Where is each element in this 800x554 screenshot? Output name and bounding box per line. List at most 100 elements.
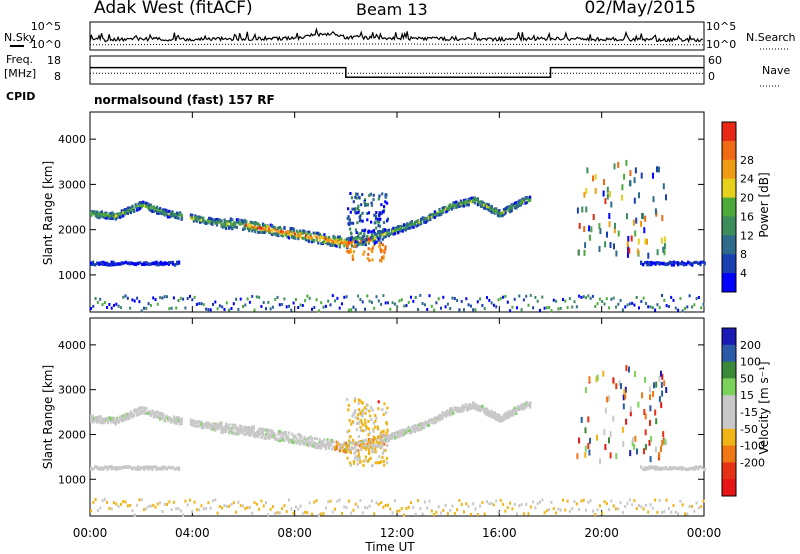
velocity-echo-cell xyxy=(189,418,192,422)
velocity-echo-cell xyxy=(524,402,527,406)
date-title: 02/May/2015 xyxy=(584,0,697,18)
velocity-echo-cell xyxy=(386,444,389,447)
power-echo-cell xyxy=(162,208,165,212)
velocity-echo-cell xyxy=(447,410,450,414)
power-echo-cell xyxy=(466,203,469,207)
velocity-echo-cell xyxy=(697,467,700,471)
velocity-echo-cell xyxy=(277,432,280,436)
power-echo-cell xyxy=(103,301,106,304)
velocity-echo-cell xyxy=(584,387,587,393)
velocity-echo-cell xyxy=(662,431,665,438)
velocity-echo-cell xyxy=(248,506,251,509)
power-echo-cell xyxy=(347,238,350,242)
power-echo-cell xyxy=(583,226,586,232)
velocity-echo-cell xyxy=(661,440,664,447)
velocity-echo-cell xyxy=(398,429,401,433)
power-echo-cell xyxy=(252,226,255,229)
velocity-echo-cell xyxy=(368,451,371,455)
velocity-echo-cell xyxy=(346,446,349,450)
power-echo-cell xyxy=(274,228,277,232)
velocity-echo-cell xyxy=(314,445,317,449)
power-echo-cell xyxy=(391,301,394,305)
velocity-echo-cell xyxy=(626,502,629,505)
power-echo-cell xyxy=(254,224,257,228)
velocity-echo-cell xyxy=(372,444,375,447)
power-ylabel: Slant Range [km] xyxy=(41,161,55,265)
power-echo-cell xyxy=(440,210,443,213)
velocity-echo-cell xyxy=(335,444,338,448)
power-echo-cell xyxy=(541,295,544,299)
power-echo-cell xyxy=(375,295,378,299)
velocity-echo-cell xyxy=(393,436,397,440)
velocity-echo-cell xyxy=(246,426,249,430)
power-echo-cell xyxy=(663,298,666,302)
velocity-echo-cell xyxy=(386,428,389,432)
velocity-echo-cell xyxy=(238,427,242,430)
velocity-echo-cell xyxy=(367,445,370,449)
power-echo-cell xyxy=(349,231,353,235)
velocity-echo-cell xyxy=(486,407,489,411)
velocity-echo-cell xyxy=(347,446,351,450)
power-echo-cell xyxy=(91,211,94,215)
power-echo-cell xyxy=(386,233,389,237)
power-echo-cell xyxy=(519,201,522,205)
velocity-echo-cell xyxy=(189,420,192,424)
velocity-echo-cell xyxy=(355,442,358,446)
velocity-echo-cell xyxy=(203,422,206,426)
power-echo-cell xyxy=(249,223,252,227)
power-echo-cell xyxy=(663,249,666,256)
power-echo-cell xyxy=(385,193,388,197)
velocity-echo-cell xyxy=(197,420,200,424)
power-echo-cell xyxy=(681,260,684,264)
power-echo-cell xyxy=(456,202,460,206)
velocity-echo-cell xyxy=(91,420,94,424)
velocity-echo-cell xyxy=(364,428,367,432)
power-echo-cell xyxy=(364,198,367,202)
velocity-echo-cell xyxy=(367,427,371,431)
velocity-echo-cell xyxy=(385,432,388,436)
velocity-echo-cell xyxy=(266,433,269,437)
power-echo-cell xyxy=(701,260,704,264)
velocity-echo-cell xyxy=(116,418,119,422)
velocity-echo-cell xyxy=(358,420,361,424)
power-echo-cell xyxy=(157,211,160,215)
power-echo-cell xyxy=(443,206,446,209)
velocity-echo-cell xyxy=(665,387,668,393)
power-echo-cell xyxy=(366,257,369,260)
power-echo-cell xyxy=(189,216,192,220)
power-echo-cell xyxy=(478,202,481,206)
power-echo-cell xyxy=(436,212,440,216)
velocity-echo-cell xyxy=(311,436,314,440)
power-echo-cell xyxy=(627,235,630,242)
velocity-echo-cell xyxy=(119,502,122,506)
velocity-echo-cell xyxy=(248,433,251,437)
velocity-echo-cell xyxy=(433,513,436,517)
power-echo-cell xyxy=(156,209,159,213)
velocity-echo-cell xyxy=(268,433,271,437)
velocity-echo-cell xyxy=(506,415,509,419)
velocity-echo-cell xyxy=(155,465,158,469)
power-echo-cell xyxy=(405,304,408,308)
power-echo-cell xyxy=(215,218,219,221)
velocity-echo-cell xyxy=(177,416,180,420)
velocity-echo-cell xyxy=(504,416,507,420)
velocity-echo-cell xyxy=(320,444,323,448)
power-echo-cell xyxy=(228,308,231,312)
power-echo-cell xyxy=(347,207,350,211)
velocity-echo-cell xyxy=(450,410,453,414)
power-echo-cell xyxy=(527,196,530,200)
velocity-echo-cell xyxy=(356,462,359,466)
velocity-echo-cell xyxy=(172,500,175,504)
power-echo-cell xyxy=(350,196,353,200)
velocity-echo-cell xyxy=(115,502,118,506)
power-echo-cell xyxy=(246,224,249,228)
power-echo-cell xyxy=(359,298,362,302)
power-echo-cell xyxy=(469,199,472,203)
velocity-echo-cell xyxy=(375,438,378,442)
power-echo-cell xyxy=(156,211,159,215)
power-echo-cell xyxy=(254,221,257,224)
power-echo-cell xyxy=(321,235,324,239)
power-echo-cell xyxy=(106,216,110,220)
power-echo-cell xyxy=(356,207,359,210)
velocity-echo-cell xyxy=(347,404,350,407)
